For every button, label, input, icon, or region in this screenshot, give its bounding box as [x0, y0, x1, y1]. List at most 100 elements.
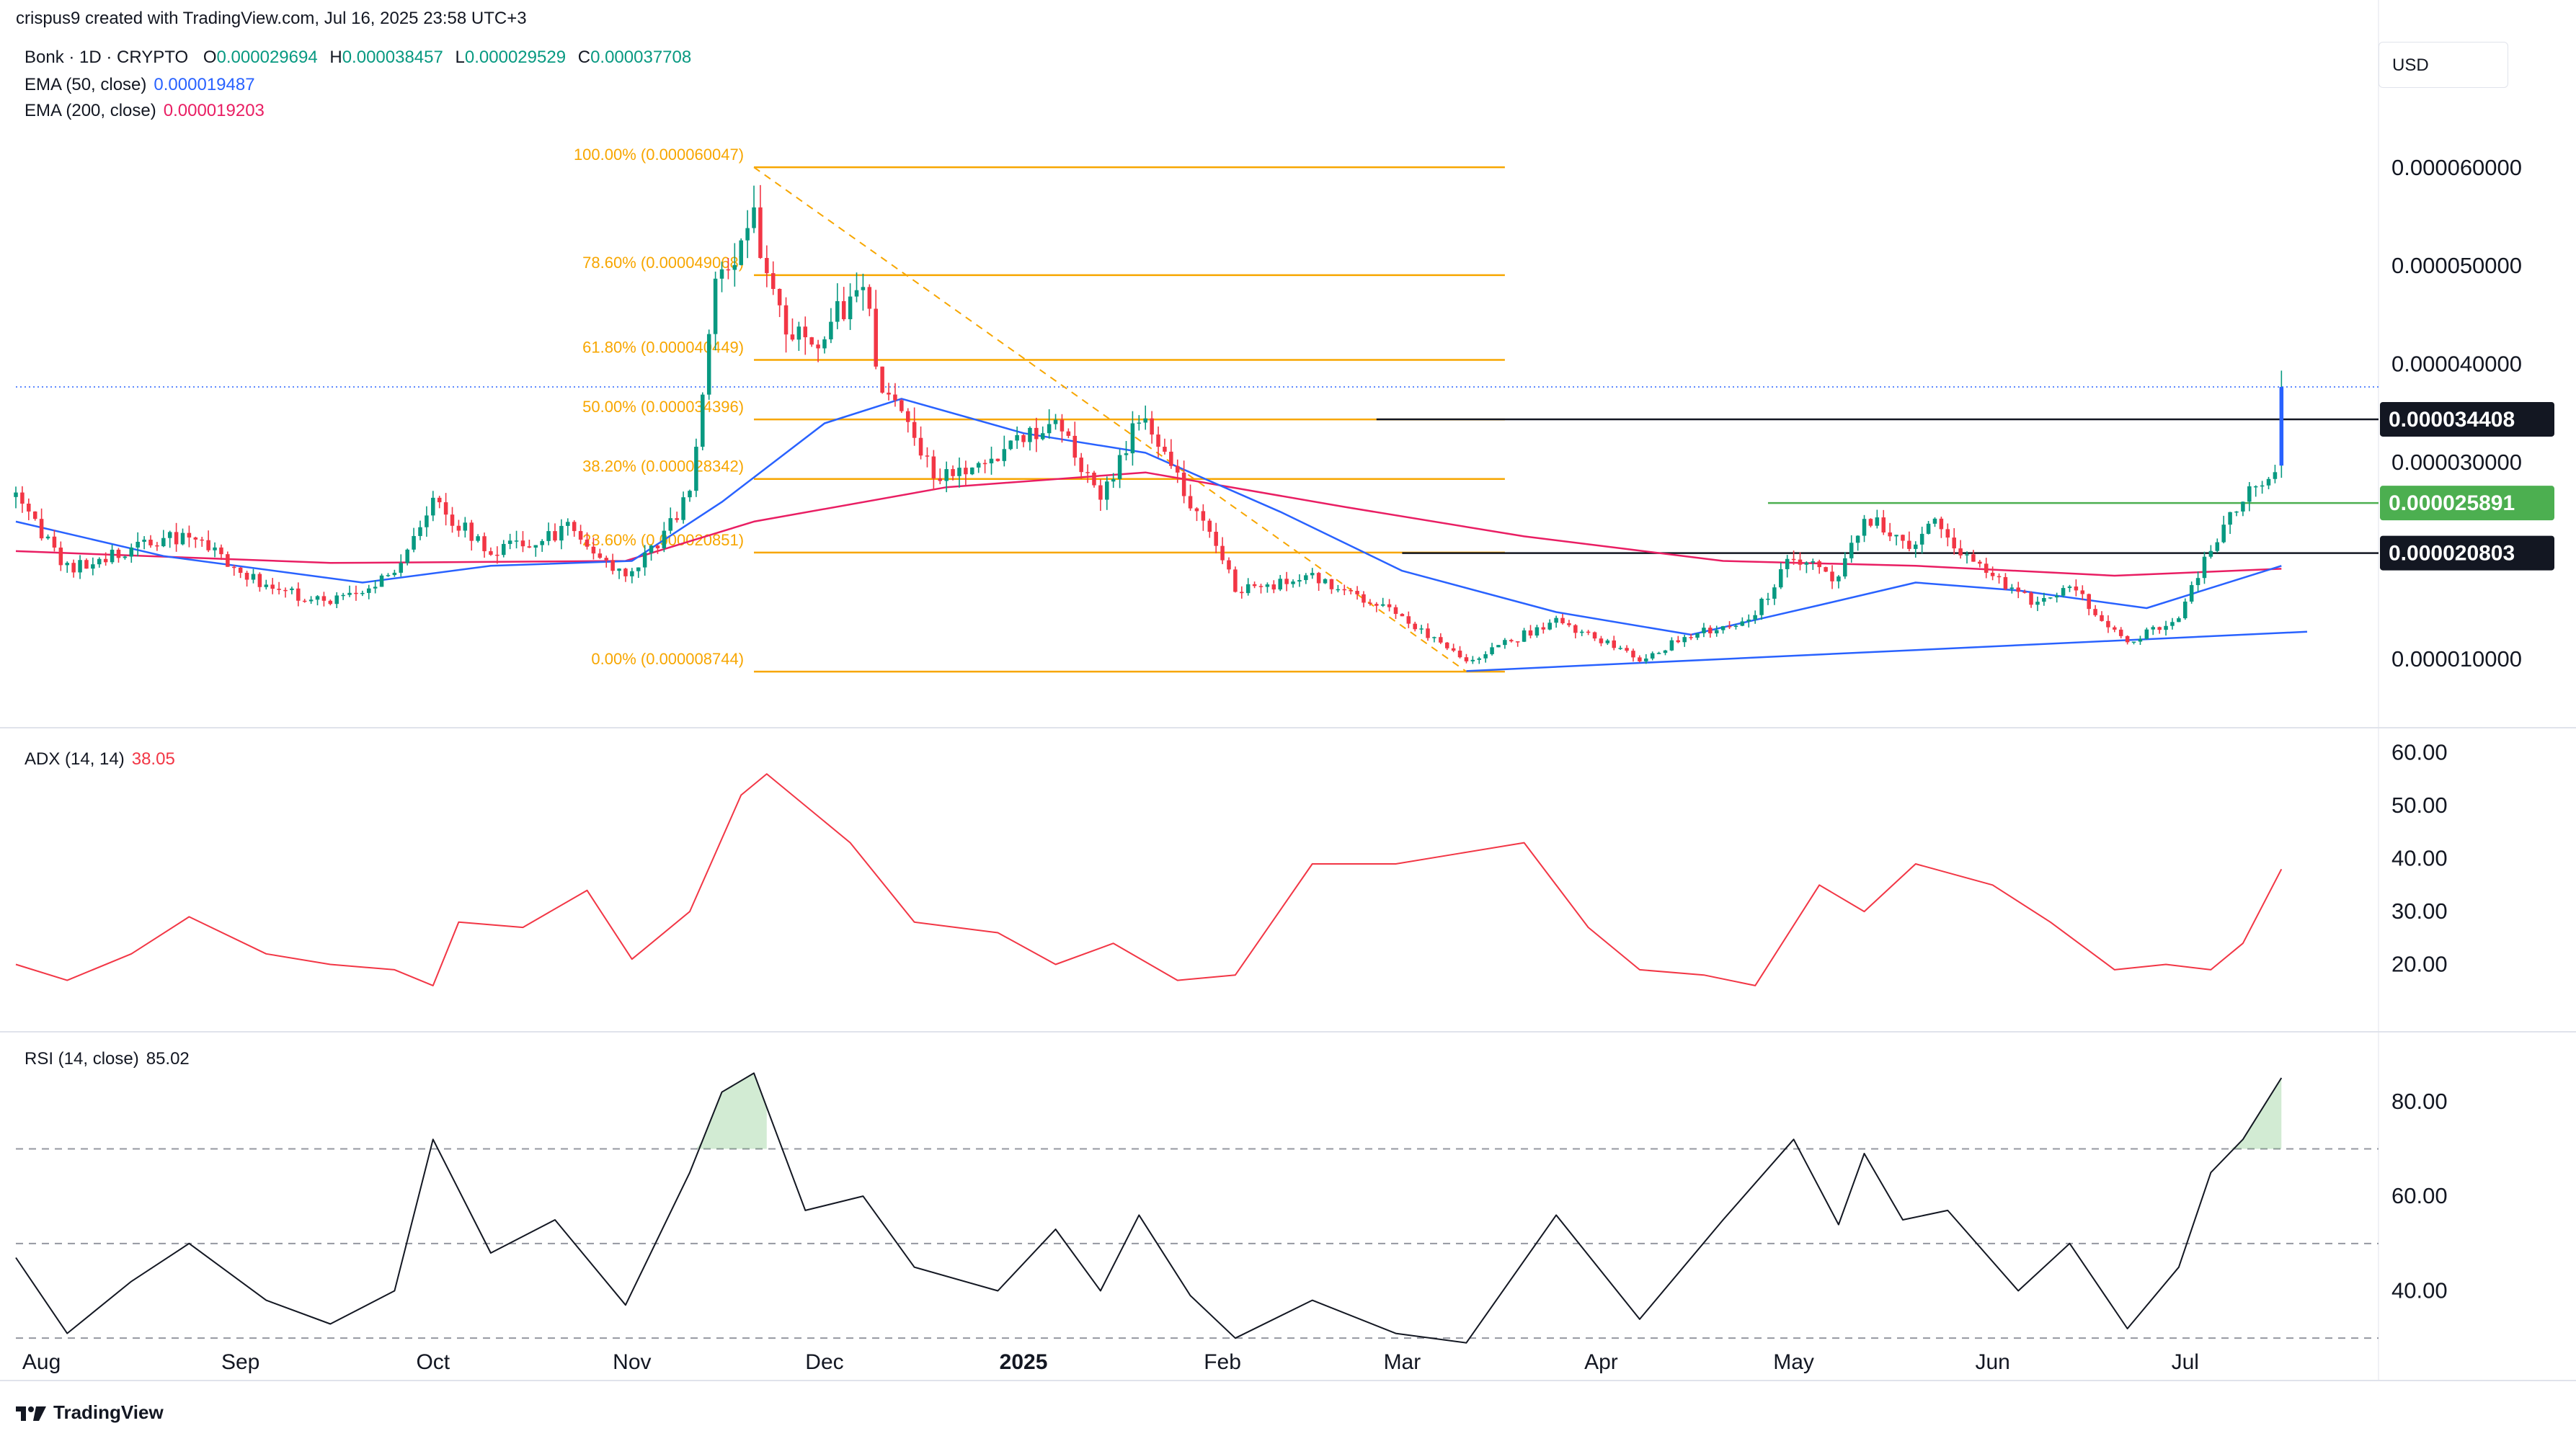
- candle-body: [1163, 447, 1167, 452]
- candle-body: [1034, 427, 1039, 440]
- candle-body: [1528, 630, 1533, 636]
- candle-body: [642, 553, 647, 568]
- candle-body: [1015, 434, 1019, 441]
- price-level-tag-label: 0.000034408: [2389, 408, 2515, 432]
- candle-body: [1811, 561, 1816, 563]
- candle-body: [1958, 548, 1963, 556]
- candle-body: [450, 514, 455, 526]
- candle-body: [1413, 623, 1417, 630]
- candle-body: [238, 567, 243, 574]
- rsi-axis-tick-label: 60.00: [2391, 1183, 2448, 1208]
- candle-body: [1297, 580, 1302, 582]
- candle-body: [501, 543, 506, 556]
- candle-body: [1233, 569, 1238, 592]
- candle-body: [719, 269, 724, 279]
- candle-body: [1310, 573, 1315, 576]
- currency-label[interactable]: USD: [2379, 42, 2508, 88]
- candle-body: [193, 537, 198, 540]
- candle-body: [1894, 535, 1898, 537]
- candle-body: [1515, 641, 1520, 643]
- time-axis-tick-label: Feb: [1204, 1350, 1241, 1374]
- candle-body: [2074, 587, 2079, 591]
- candle-body: [213, 547, 217, 550]
- adx-legend[interactable]: ADX (14, 14) 38.05: [25, 749, 175, 770]
- candle-body: [161, 538, 166, 547]
- candle-body: [1682, 637, 1687, 643]
- ema50-legend[interactable]: EMA (50, close) 0.000019487: [25, 75, 255, 95]
- candle-body: [604, 558, 608, 561]
- candle-body: [251, 574, 256, 580]
- candle-body: [476, 536, 480, 541]
- candle-body: [1355, 591, 1359, 594]
- candle-body: [58, 547, 63, 566]
- candle-body: [758, 207, 763, 259]
- candle-body: [290, 588, 294, 591]
- candle-body: [2054, 595, 2059, 598]
- candle-body: [1862, 519, 1867, 536]
- candle-body: [854, 290, 859, 297]
- candle-body: [944, 469, 949, 481]
- candle-body: [1791, 558, 1796, 561]
- candle-body: [2106, 620, 2110, 628]
- candle-body: [739, 240, 743, 265]
- candle-body: [1066, 431, 1071, 436]
- candle-body: [405, 549, 409, 563]
- rsi-legend[interactable]: RSI (14, close) 85.02: [25, 1049, 190, 1069]
- candle-body: [1830, 571, 1834, 581]
- candle-body: [1881, 517, 1886, 532]
- ema200-legend[interactable]: EMA (200, close) 0.000019203: [25, 101, 265, 121]
- candle-body: [366, 588, 371, 593]
- footer-brand[interactable]: TradingView: [14, 1401, 164, 1424]
- candle-body: [129, 547, 134, 557]
- candle-body: [770, 273, 776, 289]
- candle-body: [1053, 419, 1058, 424]
- candle-body: [1868, 519, 1873, 526]
- candle-body: [527, 546, 532, 548]
- candle-body: [1451, 648, 1456, 651]
- candle-body: [27, 504, 31, 512]
- candle-body: [636, 567, 641, 571]
- candle-body: [752, 207, 756, 228]
- candle-body: [2048, 597, 2053, 599]
- adx-line: [15, 773, 2283, 986]
- candle-body: [1888, 532, 1892, 537]
- candle-body: [1772, 587, 1777, 599]
- candle-body: [328, 600, 333, 605]
- candle-body: [231, 566, 236, 568]
- candle-body: [1714, 630, 1719, 634]
- open-label: O: [203, 48, 217, 67]
- candle-body: [1028, 427, 1032, 442]
- candle-body: [989, 458, 994, 464]
- time-axis-tick-label: Sep: [221, 1350, 259, 1374]
- candle-body: [1368, 602, 1372, 605]
- candle-body: [1560, 617, 1565, 623]
- candle-body: [2228, 512, 2232, 525]
- candle-body: [938, 478, 943, 481]
- candle-body: [2189, 585, 2194, 602]
- candle-body: [1117, 455, 1122, 479]
- symbol-legend[interactable]: Bonk · 1D · CRYPTO O0.000029694 H0.00003…: [25, 48, 691, 68]
- candle-body: [412, 535, 416, 550]
- candle-body: [912, 422, 917, 438]
- candle-body: [2093, 609, 2097, 615]
- candle-body: [668, 518, 673, 531]
- candle-body: [257, 574, 262, 587]
- candle-body: [578, 531, 583, 540]
- candle-body: [148, 539, 153, 545]
- candle-body: [1374, 604, 1379, 606]
- candle-body: [893, 394, 897, 401]
- candle-body: [2100, 615, 2104, 621]
- candle-body: [2260, 485, 2265, 487]
- candle-body: [1952, 538, 1956, 549]
- candle-body: [443, 502, 448, 515]
- candle-body: [809, 337, 814, 345]
- candle-body: [2035, 602, 2040, 605]
- candle-body: [180, 532, 185, 545]
- candle-body: [431, 497, 435, 516]
- candle-body: [1971, 554, 1976, 562]
- candle-body: [1567, 623, 1571, 625]
- candle-body: [1926, 523, 1931, 534]
- open-value: 0.000029694: [216, 48, 318, 67]
- candle-body: [1766, 598, 1770, 600]
